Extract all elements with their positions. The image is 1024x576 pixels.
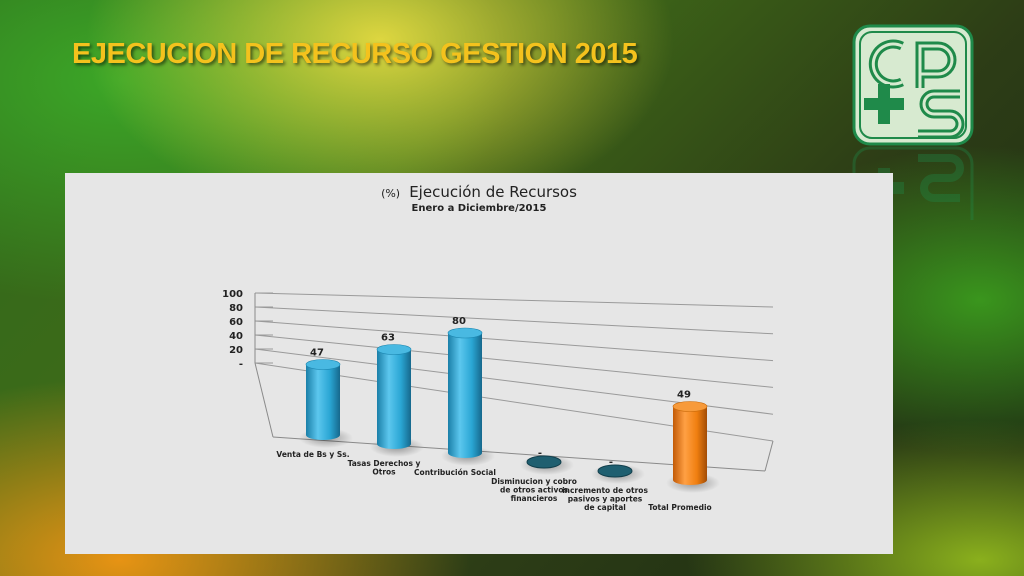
x-tick-label-line: Otros xyxy=(372,468,396,477)
x-tick-label-line: Tasas Derechos y xyxy=(348,459,421,468)
bar-data-label: - xyxy=(538,448,542,459)
chart-title-main: Ejecución de Recursos xyxy=(409,183,577,201)
y-tick-label: 80 xyxy=(229,303,243,314)
x-tick-label-line: Total Promedio xyxy=(648,503,711,512)
bar-body xyxy=(377,349,411,449)
x-tick-label-line: de capital xyxy=(584,503,626,512)
logo-mark xyxy=(852,24,974,146)
bar-chart: (%) Ejecución de Recursos Enero a Diciem… xyxy=(222,182,774,512)
x-tick-label-line: Contribución Social xyxy=(414,468,496,477)
y-tick-label: 60 xyxy=(229,317,243,328)
y-tick-label: - xyxy=(239,359,243,370)
bar-data-label: 49 xyxy=(677,390,691,401)
x-tick-label-line: de otros activos xyxy=(500,486,568,495)
x-tick-label: Tasas Derechos y Otros xyxy=(348,459,421,477)
chart-labels: - 20 40 60 80 100 47 Venta de Bs y Ss. 63 Tasas D… xyxy=(222,289,712,512)
chart-subtitle: Enero a Diciembre/2015 xyxy=(412,203,547,214)
y-tick-label: 100 xyxy=(222,289,243,300)
gridline xyxy=(254,292,774,308)
bar-data-label: 63 xyxy=(381,333,395,344)
bar-top xyxy=(305,359,341,370)
x-tick-label-line: incremento de otros xyxy=(562,486,648,495)
bar-data-label: 80 xyxy=(452,316,466,327)
gridline xyxy=(254,306,774,335)
x-tick-label: Total Promedio xyxy=(648,503,711,512)
bar-data-label: - xyxy=(609,457,613,468)
x-tick-label-line: pasivos y aportes xyxy=(568,495,643,504)
x-tick-label: incremento de otros pasivos y aportes de c… xyxy=(562,486,648,512)
slide-title: EJECUCION DE RECURSO GESTION 2015 xyxy=(72,38,638,70)
bar-top xyxy=(447,327,483,339)
chart-panel: (%) Ejecución de Recursos Enero a Diciem… xyxy=(65,173,893,554)
bar-top xyxy=(376,344,412,355)
y-tick-label: 20 xyxy=(229,345,243,356)
x-tick-label: Venta de Bs y Ss. xyxy=(276,450,349,459)
gridline xyxy=(254,320,774,362)
bar-body xyxy=(448,333,482,458)
bar-data-label: 47 xyxy=(310,348,324,359)
x-tick-label: Contribución Social xyxy=(414,468,496,477)
floor-right-edge xyxy=(764,440,774,472)
gridline xyxy=(254,334,774,388)
chart-bars xyxy=(299,327,720,493)
bar-zero-disc xyxy=(597,464,633,478)
x-tick-label-line: Venta de Bs y Ss. xyxy=(276,450,349,459)
x-tick-label: Disminucion y cobro de otros activos finan… xyxy=(491,477,577,503)
x-tick-label-line: financieros xyxy=(511,494,558,503)
bar-body xyxy=(673,406,707,485)
floor-left-edge xyxy=(254,362,274,438)
chart-title: (%) Ejecución de Recursos xyxy=(381,182,577,201)
chart-title-prefix: (%) xyxy=(381,187,400,200)
y-tick-label: 40 xyxy=(229,331,243,342)
x-tick-label-line: Disminucion y cobro xyxy=(491,477,577,486)
bar-zero-disc xyxy=(526,455,562,469)
bar-top xyxy=(672,401,708,412)
bar-body xyxy=(306,364,340,440)
